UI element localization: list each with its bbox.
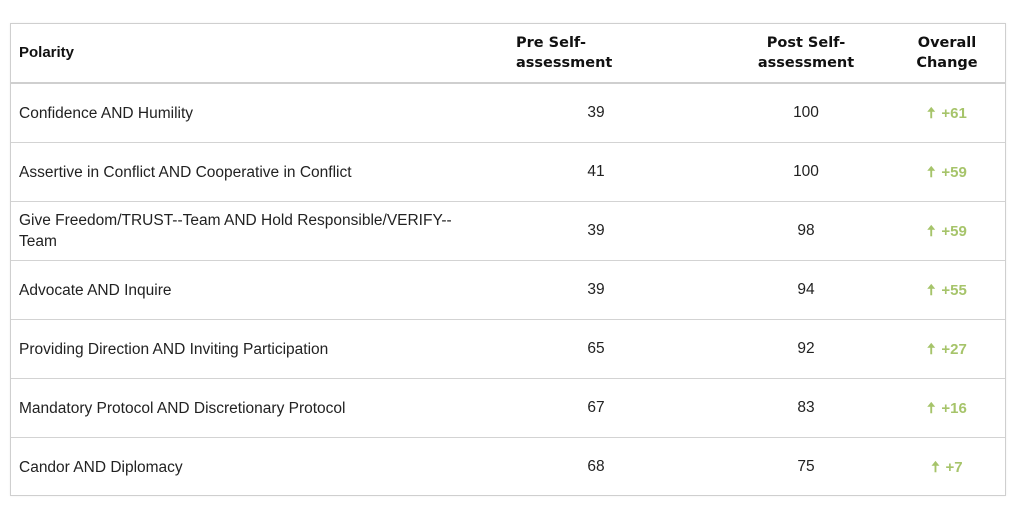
- table-row: Providing Direction AND Inviting Partici…: [11, 320, 1005, 379]
- change-value: +55: [941, 281, 967, 299]
- pre-score-cell: 39: [587, 222, 605, 239]
- change-cell: 🠅 +61: [903, 84, 991, 142]
- change-value: +16: [941, 399, 967, 417]
- polarity-cell: Advocate AND Inquire: [19, 281, 172, 299]
- post-score-cell: 83: [797, 399, 815, 416]
- header-post-self-assessment: Post Self-assessment: [757, 35, 855, 71]
- table-row: Advocate AND Inquire 39 94 🠅 +55: [11, 261, 1005, 320]
- header-polarity: Polarity: [19, 44, 75, 61]
- polarity-cell: Confidence AND Humility: [19, 104, 194, 122]
- change-value: +59: [941, 163, 967, 181]
- change-cell: 🠅 +59: [903, 202, 991, 260]
- pre-score-cell: 67: [587, 399, 605, 416]
- post-score-cell: 100: [793, 104, 819, 121]
- table-row: Confidence AND Humility 39 100 🠅 +61: [11, 84, 1005, 143]
- table-row: Candor AND Diplomacy 68 75 🠅 +7: [11, 438, 1005, 497]
- change-value: +59: [941, 222, 967, 240]
- arrow-up-icon: 🠅: [927, 104, 936, 122]
- post-score-cell: 75: [797, 458, 815, 475]
- post-score-cell: 94: [797, 281, 815, 298]
- post-score-cell: 92: [797, 340, 815, 357]
- change-value: +61: [941, 104, 967, 122]
- change-value: +27: [941, 340, 967, 358]
- arrow-up-icon: 🠅: [931, 458, 940, 476]
- table-header: Polarity Pre Self-assessment Post Self-a…: [11, 24, 1005, 84]
- change-value: +7: [945, 458, 963, 476]
- change-cell: 🠅 +55: [903, 261, 991, 319]
- pre-score-cell: 39: [587, 104, 605, 121]
- polarity-cell: Give Freedom/TRUST--Team AND Hold Respon…: [19, 212, 452, 250]
- change-cell: 🠅 +27: [903, 320, 991, 378]
- polarity-table: Polarity Pre Self-assessment Post Self-a…: [10, 23, 1006, 496]
- table-row: Assertive in Conflict AND Cooperative in…: [11, 143, 1005, 202]
- pre-score-cell: 41: [587, 163, 605, 180]
- arrow-up-icon: 🠅: [927, 399, 936, 417]
- change-cell: 🠅 +59: [903, 143, 991, 201]
- polarity-cell: Candor AND Diplomacy: [19, 458, 183, 476]
- arrow-up-icon: 🠅: [927, 163, 936, 181]
- polarity-cell: Assertive in Conflict AND Cooperative in…: [19, 163, 352, 181]
- polarity-cell: Providing Direction AND Inviting Partici…: [19, 340, 329, 358]
- header-overall-change: Overall Change: [916, 35, 978, 71]
- header-pre-self-assessment: Pre Self-assessment: [516, 35, 613, 71]
- post-score-cell: 98: [797, 222, 815, 239]
- arrow-up-icon: 🠅: [927, 222, 936, 240]
- pre-score-cell: 68: [587, 458, 605, 475]
- table-row: Give Freedom/TRUST--Team AND Hold Respon…: [11, 202, 1005, 261]
- polarity-cell: Mandatory Protocol AND Discretionary Pro…: [19, 399, 346, 417]
- change-cell: 🠅 +7: [903, 438, 991, 496]
- change-cell: 🠅 +16: [903, 379, 991, 437]
- pre-score-cell: 39: [587, 281, 605, 298]
- pre-score-cell: 65: [587, 340, 605, 357]
- post-score-cell: 100: [793, 163, 819, 180]
- arrow-up-icon: 🠅: [927, 340, 936, 358]
- table-row: Mandatory Protocol AND Discretionary Pro…: [11, 379, 1005, 438]
- arrow-up-icon: 🠅: [927, 281, 936, 299]
